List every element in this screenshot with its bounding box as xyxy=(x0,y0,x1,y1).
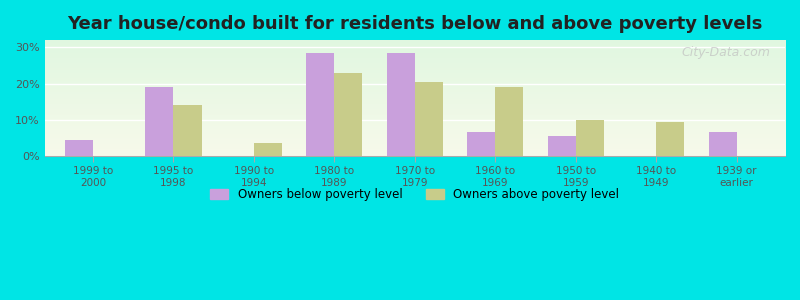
Bar xyxy=(174,105,202,156)
Bar xyxy=(65,140,93,156)
Title: Year house/condo built for residents below and above poverty levels: Year house/condo built for residents bel… xyxy=(67,15,762,33)
Bar xyxy=(415,82,443,156)
Bar xyxy=(576,120,604,156)
Bar xyxy=(709,133,737,156)
Bar xyxy=(467,133,495,156)
Bar xyxy=(306,53,334,156)
Legend: Owners below poverty level, Owners above poverty level: Owners below poverty level, Owners above… xyxy=(206,183,624,206)
Text: City-Data.com: City-Data.com xyxy=(682,46,770,59)
Bar xyxy=(656,122,685,156)
Bar xyxy=(334,73,362,156)
Bar xyxy=(386,53,415,156)
Bar xyxy=(547,136,576,156)
Bar xyxy=(495,87,523,156)
Bar xyxy=(146,87,174,156)
Bar xyxy=(254,143,282,156)
